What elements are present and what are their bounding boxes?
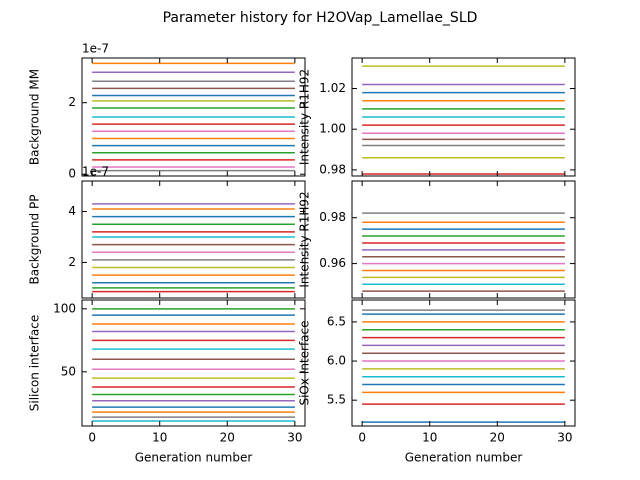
plot-lines — [92, 62, 295, 172]
axes-frame — [81, 180, 306, 299]
y-tick-label: 100 — [53, 301, 76, 315]
y-offset-label: 1e-7 — [82, 165, 109, 179]
plot-lines — [362, 309, 565, 423]
plot-lines — [362, 212, 565, 292]
y-tick-label: 6.0 — [327, 354, 346, 368]
x-tick-label: 10 — [422, 431, 437, 445]
x-tick-label: 20 — [490, 431, 505, 445]
x-tick-label: 0 — [358, 431, 366, 445]
y-tick-label: 1.02 — [319, 81, 346, 95]
y-axis-label: Background PP — [28, 195, 42, 285]
axes-frame — [351, 57, 576, 177]
y-axis-label: Background MM — [28, 69, 42, 165]
x-tick-label: 0 — [88, 431, 96, 445]
x-axis-label: Generation number — [135, 451, 253, 465]
y-tick-label: 1.00 — [319, 122, 346, 136]
y-tick-label: 0.98 — [319, 162, 346, 176]
x-tick-label: 30 — [287, 431, 302, 445]
y-tick-label: 6.5 — [327, 314, 346, 328]
y-axis-label: SiOx Interface — [298, 320, 312, 405]
axes-frame — [81, 299, 306, 427]
axes-frame — [351, 299, 576, 427]
y-tick-label: 0 — [68, 167, 76, 181]
x-tick-label: 30 — [557, 431, 572, 445]
axes-frame — [81, 57, 306, 177]
axes-frame — [351, 180, 576, 299]
y-axis-label: Intensity R1H92 — [298, 191, 312, 287]
y-offset-label: 1e-7 — [82, 42, 109, 56]
plot-lines — [362, 65, 565, 175]
x-tick-label: 20 — [220, 431, 235, 445]
y-tick-label: 0.96 — [319, 256, 346, 270]
y-axis-label: Silicon interface — [28, 315, 42, 412]
y-tick-label: 0.98 — [319, 210, 346, 224]
y-tick-label: 2 — [68, 255, 76, 269]
y-tick-label: 50 — [61, 364, 76, 378]
x-tick-label: 10 — [152, 431, 167, 445]
figure-title: Parameter history for H2OVap_Lamellae_SL… — [163, 10, 478, 26]
plot-lines — [92, 203, 295, 293]
plot-lines — [92, 308, 295, 422]
y-tick-label: 2 — [68, 95, 76, 109]
y-axis-label: Intensity R1H92 — [298, 69, 312, 165]
y-tick-label: 5.5 — [327, 393, 346, 407]
y-tick-label: 4 — [68, 204, 76, 218]
x-axis-label: Generation number — [405, 451, 523, 465]
